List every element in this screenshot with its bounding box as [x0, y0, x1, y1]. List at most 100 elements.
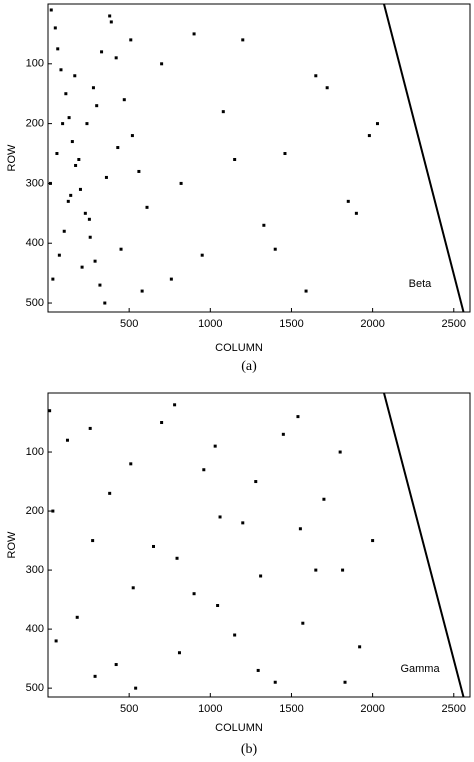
point: [296, 415, 300, 419]
y-tick-label: 400: [26, 623, 44, 635]
point: [338, 450, 342, 454]
point: [314, 568, 318, 572]
point: [114, 56, 118, 60]
point: [61, 122, 65, 126]
point: [53, 26, 57, 30]
point: [177, 651, 181, 655]
y-tick-label: 300: [26, 177, 44, 189]
point: [322, 497, 326, 501]
y-tick-label: 200: [26, 118, 44, 130]
x-tick-label: 2500: [442, 703, 466, 715]
point: [74, 163, 78, 167]
point: [91, 539, 95, 543]
point: [73, 74, 77, 78]
point: [233, 157, 237, 161]
point: [169, 277, 173, 281]
point: [179, 181, 183, 185]
point: [55, 152, 59, 156]
point: [108, 491, 112, 495]
point: [57, 253, 61, 257]
point: [140, 289, 144, 293]
point: [122, 98, 126, 102]
point: [221, 110, 225, 114]
point: [131, 586, 135, 590]
point: [343, 680, 347, 684]
x-axis-label: COLUMN: [215, 342, 263, 354]
x-tick-label: 1500: [279, 703, 303, 715]
y-tick-label: 200: [26, 505, 44, 517]
point: [67, 116, 71, 120]
point: [218, 515, 222, 519]
point: [78, 187, 82, 191]
point: [241, 521, 245, 525]
point: [160, 421, 164, 425]
point: [83, 211, 87, 215]
point: [48, 181, 52, 185]
point: [213, 444, 217, 448]
point: [70, 140, 74, 144]
point: [256, 668, 260, 672]
point: [65, 438, 69, 442]
point: [262, 223, 266, 227]
x-tick-label: 500: [120, 318, 138, 330]
y-tick-label: 100: [26, 58, 44, 70]
plot-frame: [47, 3, 471, 313]
point: [134, 686, 138, 690]
point: [152, 544, 155, 548]
annotation: Beta: [409, 278, 433, 290]
point: [51, 509, 55, 513]
point: [273, 247, 277, 251]
point: [241, 38, 245, 42]
point: [371, 539, 375, 543]
point: [77, 157, 81, 161]
point: [75, 615, 79, 619]
boundary-line: [383, 3, 465, 313]
point: [200, 253, 204, 257]
panel-caption: (a): [241, 359, 257, 374]
point: [48, 409, 52, 413]
point: [301, 621, 305, 625]
x-axis-label: COLUMN: [215, 722, 263, 734]
point: [51, 277, 55, 281]
point: [129, 462, 133, 466]
point: [88, 235, 92, 239]
y-tick-label: 100: [26, 446, 44, 458]
point: [116, 146, 120, 150]
point: [375, 122, 379, 126]
x-tick-label: 1500: [279, 318, 303, 330]
point: [192, 592, 196, 596]
point: [304, 289, 308, 293]
point: [49, 8, 53, 12]
x-tick-label: 2000: [360, 318, 384, 330]
y-tick-label: 500: [26, 682, 44, 694]
point: [281, 432, 285, 436]
point: [109, 20, 113, 24]
y-axis-label: ROW: [6, 531, 18, 559]
point: [114, 663, 118, 667]
point: [202, 468, 206, 472]
point: [341, 568, 345, 572]
x-tick-label: 2000: [360, 703, 384, 715]
point: [98, 283, 102, 287]
point: [93, 674, 97, 678]
panel-caption: (b): [241, 742, 258, 757]
point: [130, 134, 134, 138]
point: [100, 50, 104, 54]
boundary-line: [383, 392, 465, 698]
point: [325, 86, 329, 90]
point: [69, 193, 73, 197]
point: [283, 152, 287, 156]
y-tick-label: 300: [26, 564, 44, 576]
point: [192, 32, 196, 36]
point: [56, 47, 60, 51]
point: [103, 301, 107, 305]
x-tick-label: 1000: [198, 703, 222, 715]
point: [160, 62, 164, 66]
point: [346, 199, 350, 203]
y-axis-label: ROW: [6, 144, 18, 172]
point: [54, 639, 58, 643]
point: [59, 68, 63, 72]
point: [88, 426, 92, 430]
point: [64, 92, 68, 96]
point: [104, 175, 108, 179]
